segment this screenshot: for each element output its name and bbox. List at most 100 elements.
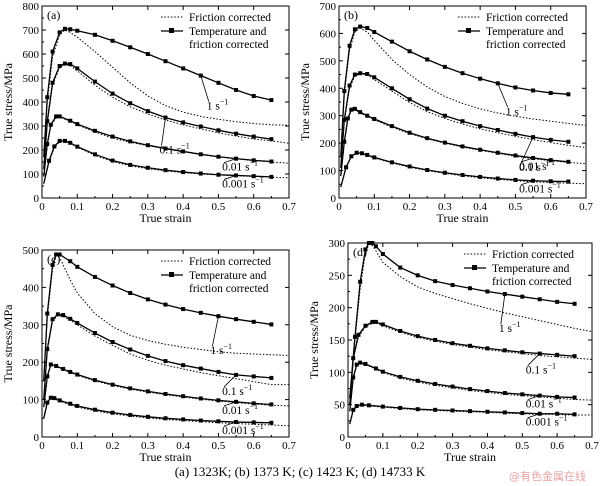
x-axis-title: True strain: [140, 450, 192, 464]
data-point: [92, 331, 97, 336]
data-point: [365, 152, 370, 157]
x-tick-label: 0: [345, 440, 351, 452]
series-friction-corrected: [340, 109, 587, 177]
data-point: [389, 124, 394, 129]
x-tick-label: 0.3: [438, 201, 452, 213]
data-point: [234, 131, 239, 136]
data-point: [251, 158, 256, 163]
x-tick-label: 0.2: [106, 440, 120, 452]
rate-label: 0.001 s−1: [222, 175, 264, 190]
rate-label: 0.001 s−1: [526, 414, 568, 429]
data-point: [269, 98, 274, 103]
data-point: [344, 165, 349, 170]
y-tick-label: 100: [23, 395, 40, 407]
x-tick-label: 0.6: [247, 440, 261, 452]
data-point: [442, 64, 447, 69]
data-point: [372, 30, 377, 35]
panel-label: (b): [344, 8, 358, 22]
data-point: [198, 124, 203, 129]
data-point: [251, 174, 256, 179]
x-tick-label: 0.1: [367, 201, 381, 213]
y-axis-title: True stress/MPa: [1, 62, 15, 141]
data-point: [163, 168, 168, 173]
data-point: [372, 75, 377, 80]
data-point: [145, 143, 150, 148]
data-point: [54, 252, 59, 257]
data-point: [110, 38, 115, 43]
data-point: [198, 418, 203, 423]
data-point: [398, 405, 403, 410]
data-point: [234, 317, 239, 322]
data-point: [163, 391, 168, 396]
rate-label: 0.001 s−1: [519, 181, 561, 196]
x-tick-label: 0.3: [141, 201, 155, 213]
data-point: [478, 147, 483, 152]
y-tick-label: 0: [331, 193, 337, 205]
data-point: [68, 369, 73, 374]
data-point: [398, 328, 403, 333]
x-tick-label: 0.1: [70, 201, 84, 213]
data-point: [128, 386, 133, 391]
data-point: [234, 88, 239, 92]
data-point: [460, 71, 465, 76]
data-point: [358, 279, 363, 284]
data-point: [75, 372, 80, 377]
data-point: [198, 152, 203, 157]
data-point: [345, 116, 350, 121]
data-point: [354, 362, 359, 367]
y-tick-label: 100: [329, 367, 346, 379]
data-point: [513, 85, 518, 90]
panel-1: 0 0.1 0.2 0.3 0.4 0.5 0.6 0.7 0 100 200 300 400 500 60…: [1, 1, 296, 225]
panel-label: (a): [47, 8, 60, 22]
data-point: [359, 402, 364, 407]
data-point: [358, 110, 363, 115]
rate-label-leader: [500, 294, 506, 325]
data-point: [555, 299, 560, 304]
x-tick-label: 0.2: [106, 201, 120, 213]
data-point: [216, 154, 221, 159]
data-point: [548, 137, 553, 142]
legend-square-marker: [466, 28, 471, 33]
data-point: [389, 39, 394, 44]
data-point: [57, 64, 62, 68]
data-point: [68, 62, 73, 67]
y-tick-label: 0: [340, 432, 346, 444]
y-tick-label: 400: [320, 83, 337, 95]
data-point: [269, 159, 274, 164]
rate-label: 1 s−1: [207, 98, 229, 113]
data-point: [269, 174, 274, 179]
series-temperature-friction-corrected: [349, 321, 575, 405]
data-point: [347, 83, 352, 88]
data-point: [128, 347, 133, 352]
x-tick-label: 0.4: [176, 201, 190, 213]
y-tick-label: 200: [23, 145, 40, 157]
legend-square-marker: [472, 265, 477, 270]
data-point: [163, 416, 168, 421]
data-point: [366, 241, 371, 245]
data-point: [251, 401, 256, 406]
legend-label-friction: Friction corrected: [189, 256, 271, 268]
data-point: [57, 138, 62, 143]
data-point: [54, 114, 59, 119]
legend-label-temperature: Temperature and: [189, 26, 267, 38]
data-point: [61, 313, 66, 318]
data-point: [531, 88, 536, 93]
y-tick-label: 700: [23, 25, 40, 37]
x-tick-label: 0.7: [282, 440, 296, 452]
data-point: [269, 375, 274, 380]
x-tick-label: 0.6: [247, 201, 261, 213]
data-point: [566, 139, 571, 144]
x-tick-label: 0.7: [579, 201, 593, 213]
chart-svg: 0 0.1 0.2 0.3 0.4 0.5 0.6 0.7010020030040050060…: [1, 1, 599, 464]
data-point: [380, 369, 385, 374]
data-point: [128, 45, 133, 50]
rate-label-leader: [223, 158, 237, 164]
data-point: [128, 291, 133, 296]
data-point: [216, 398, 221, 403]
data-point: [145, 414, 150, 419]
data-point: [485, 409, 490, 414]
data-point: [54, 363, 59, 368]
rate-label: 1 s−1: [499, 320, 521, 335]
data-point: [450, 408, 455, 413]
